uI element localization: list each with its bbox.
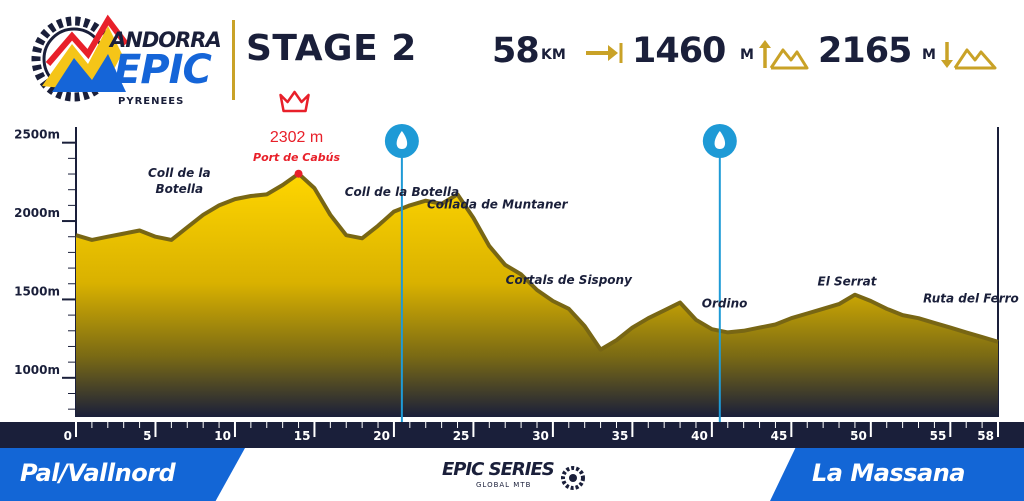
peak-name-label: Port de Cabús [253, 151, 340, 164]
distance-arrow-icon [586, 43, 623, 63]
waypoint-label-line: Coll de la Botella [345, 185, 459, 199]
waypoint-label-line: Coll de la [148, 166, 211, 180]
waypoint-label: Coll de la Botella [148, 166, 211, 196]
x-tick-label: 58 [977, 429, 994, 443]
epic-series-subtitle: GLOBAL MTB [476, 481, 532, 489]
crown-shape [279, 90, 310, 113]
elevation-line [75, 171, 999, 352]
area-layer [75, 171, 999, 417]
distance-unit: KM [541, 47, 566, 63]
epic-series-logo-text: EPIC SERIES [442, 459, 555, 480]
peak-elevation-label: 2302 m [270, 129, 323, 146]
stage-title: STAGE 2 [246, 28, 417, 69]
ascent-unit: M [740, 47, 754, 63]
gear-icon [561, 466, 585, 490]
distance-value: 58 [492, 31, 540, 71]
header-divider [232, 20, 235, 100]
waypoint-label-line: Ruta del Ferro [923, 292, 1019, 306]
logo-text-andorra: ANDORRA [110, 28, 222, 52]
ascent-mountain-icon [759, 40, 809, 70]
end-location: La Massana [812, 459, 965, 487]
x-tick-label: 45 [771, 429, 788, 443]
start-box [0, 448, 245, 501]
waypoint-label-line: Botella [156, 182, 204, 196]
waypoint-label-line: Cortals de Sispony [506, 273, 633, 287]
mountain-icon [42, 14, 129, 92]
descent-mountain-icon [941, 42, 997, 70]
waypoint-label: Collada de Muntaner [427, 198, 569, 212]
x-tick-label: 40 [691, 429, 708, 443]
y-tick-label: 2500m [14, 128, 60, 142]
y-tick-label: 2000m [14, 206, 60, 220]
water-drop-icon [384, 124, 419, 158]
x-tick-label: 30 [532, 429, 549, 443]
water-drop-shape [396, 131, 408, 149]
waypoint-label-line: Collada de Muntaner [427, 198, 569, 212]
waypoint-label-line: Ordino [702, 296, 748, 310]
waypoint-label: El Serrat [818, 274, 878, 288]
waypoint-label: Cortals de Sispony [506, 273, 633, 287]
descent-value: 2165 [818, 31, 912, 71]
x-tick-label: 20 [373, 429, 390, 443]
x-tick-label: 15 [294, 429, 311, 443]
x-tick-label: 35 [612, 429, 629, 443]
elevation-area [76, 173, 998, 417]
x-tick-label: 5 [143, 429, 151, 443]
andorra-epic-logo [31, 14, 129, 102]
water-drop-shape [714, 131, 726, 149]
waypoint-label-line: El Serrat [818, 274, 878, 288]
logo-text-epic: EPIC [114, 47, 212, 93]
x-tick-label: 10 [214, 429, 231, 443]
x-tick-label: 0 [64, 429, 72, 443]
marker-layer [279, 90, 737, 422]
ascent-value: 1460 [632, 31, 726, 71]
logo-text-pyrenees: PYRENEES [118, 96, 185, 107]
waypoint-label: Coll de la Botella [345, 185, 459, 199]
waypoint-label: Ordino [702, 296, 748, 310]
waypoint-label: Ruta del Ferro [923, 292, 1019, 306]
x-tick-label: 25 [453, 429, 470, 443]
end-box [770, 448, 1024, 501]
peak-point [294, 169, 303, 178]
x-axis-bar [0, 422, 1024, 448]
descent-unit: M [922, 47, 936, 63]
x-tick-label: 50 [850, 429, 867, 443]
y-tick-label: 1500m [14, 284, 60, 298]
x-tick-label: 55 [930, 429, 947, 443]
crown-icon [279, 90, 310, 113]
start-location: Pal/Vallnord [20, 459, 176, 487]
y-tick-label: 1000m [14, 363, 60, 377]
water-drop-icon [702, 124, 737, 158]
